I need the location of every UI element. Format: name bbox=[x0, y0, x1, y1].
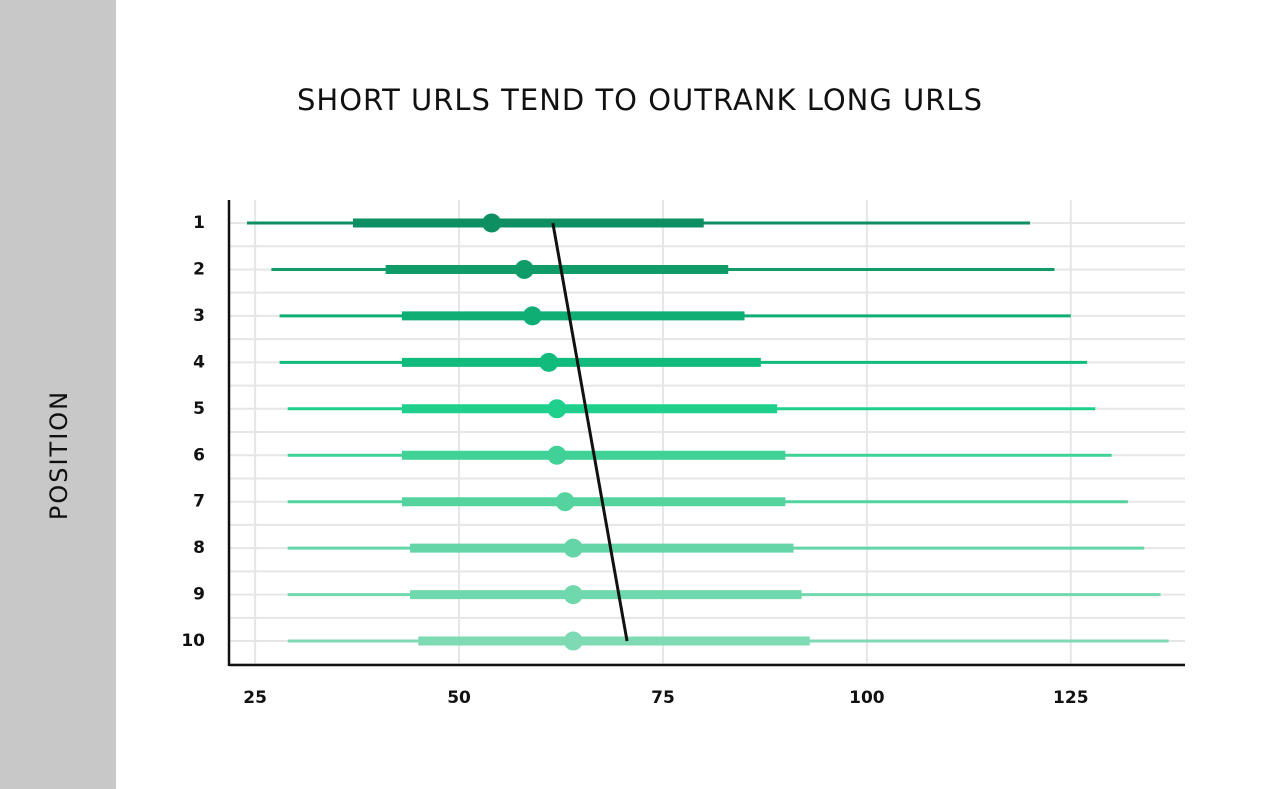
y-tick-label: 9 bbox=[193, 585, 205, 605]
y-axis-label: POSITION bbox=[45, 390, 73, 520]
y-tick-label: 8 bbox=[193, 538, 205, 558]
y-tick-label: 7 bbox=[193, 492, 205, 512]
y-tick-label: 4 bbox=[193, 352, 205, 372]
chart-title: SHORT URLS TEND TO OUTRANK LONG URLS bbox=[297, 83, 983, 117]
x-tick-label: 125 bbox=[1053, 688, 1089, 708]
x-tick-label: 50 bbox=[447, 688, 471, 708]
y-tick-label: 10 bbox=[181, 631, 205, 651]
median-dot bbox=[547, 399, 567, 419]
y-tick-label: 2 bbox=[193, 259, 205, 279]
x-tick-label: 100 bbox=[849, 688, 885, 708]
y-tick-label: 6 bbox=[193, 445, 205, 465]
median-dot bbox=[522, 306, 542, 326]
median-dot bbox=[563, 585, 583, 605]
median-dot bbox=[547, 445, 567, 465]
y-tick-label: 5 bbox=[193, 399, 205, 419]
x-tick-label: 75 bbox=[651, 688, 675, 708]
y-tick-label: 3 bbox=[193, 306, 205, 326]
median-dot bbox=[563, 538, 583, 558]
x-tick-label: 25 bbox=[243, 688, 267, 708]
median-dot bbox=[563, 631, 583, 651]
median-dot bbox=[539, 352, 559, 372]
side-panel bbox=[0, 0, 116, 789]
median-dot bbox=[555, 492, 575, 512]
median-dot bbox=[514, 259, 534, 279]
trend-line bbox=[551, 222, 629, 642]
y-tick-label: 1 bbox=[193, 213, 205, 233]
median-dot bbox=[482, 213, 502, 233]
